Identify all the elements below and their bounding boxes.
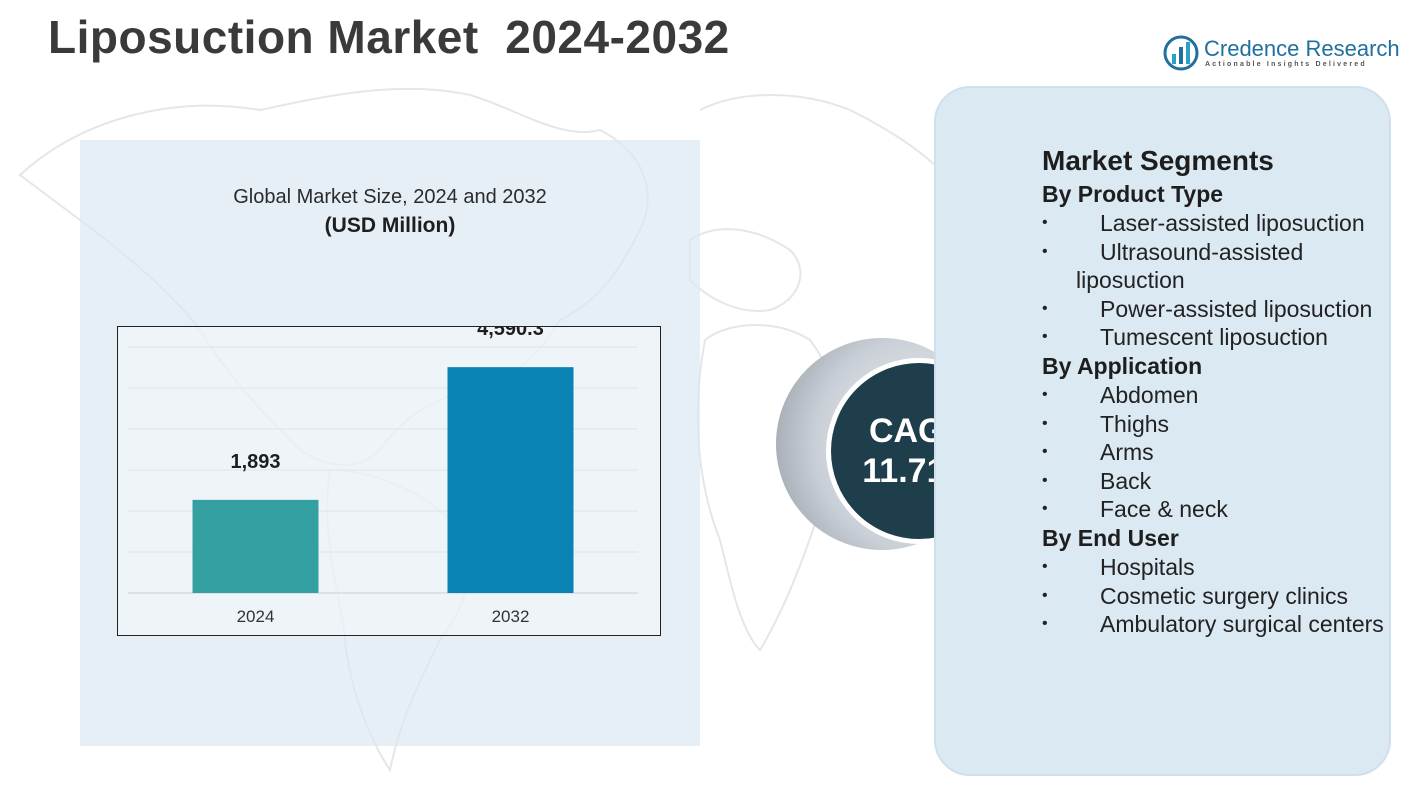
bullet-icon: • <box>1042 214 1048 231</box>
segment-item-label: Ambulatory surgical centers <box>1100 611 1384 638</box>
segment-item-label: Back <box>1100 467 1152 494</box>
logo-name: Credence Research <box>1204 36 1400 61</box>
segment-item: • Arms <box>1042 438 1412 467</box>
segment-item-label: Arms <box>1100 439 1154 466</box>
bullet-icon: • <box>1042 500 1048 518</box>
bullet-icon: • <box>1042 615 1048 633</box>
segment-group-title: By End User <box>1042 524 1179 551</box>
chart-title: Global Market Size, 2024 and 2032 <box>233 186 547 208</box>
bullet-icon: • <box>1042 443 1048 461</box>
segment-item: • Back <box>1042 467 1412 496</box>
bar-2024 <box>192 499 319 593</box>
credence-research-logo: Credence Research Actionable Insights De… <box>1162 34 1402 74</box>
chart-panel <box>80 140 700 746</box>
segment-list: • Abdomen • Thighs • Arms • Back • Face & nec… <box>1042 381 1412 524</box>
chart-subtitle: (USD Million) <box>324 214 456 237</box>
bullet-icon: • <box>1042 414 1048 432</box>
segment-item: • Cosmetic surgery clinics <box>1042 582 1412 611</box>
segment-item: • Face & neck <box>1042 495 1412 524</box>
market-segments: Market Segments By Product Type • Laser-a… <box>1042 144 1412 639</box>
segment-item-label: Ultrasound-assisted liposuction <box>1076 238 1304 294</box>
data-label-2032: 4,590.3 <box>477 327 544 340</box>
segment-item: • Laser-assisted liposuction <box>1042 209 1412 238</box>
bar-2032 <box>447 367 574 593</box>
segment-item: • Ambulatory surgical centers <box>1042 610 1412 639</box>
segment-item: • Power-assisted liposuction <box>1042 295 1412 324</box>
segment-group-title: By Product Type <box>1042 181 1224 207</box>
page-title: Liposuction Market 2024-2032 <box>48 11 730 63</box>
bullet-icon: • <box>1042 586 1048 604</box>
segment-item-label: Thighs <box>1100 410 1170 437</box>
bullet-icon: • <box>1042 471 1048 489</box>
segment-item: • Ultrasound-assisted liposuction <box>1042 238 1412 295</box>
bullet-icon: • <box>1042 299 1048 317</box>
segment-item-label: Laser-assisted liposuction <box>1100 210 1365 236</box>
segment-item: • Thighs <box>1042 410 1412 439</box>
data-label-2024: 1,893 <box>230 451 280 473</box>
segment-list: • Laser-assisted liposuction • Ultrasound-… <box>1042 209 1412 352</box>
bullet-icon: • <box>1042 242 1048 260</box>
bar-chart: 1,893 2024 4,590.3 2032 <box>117 326 661 636</box>
segment-item-label: Tumescent liposuction <box>1100 324 1328 351</box>
bullet-icon: • <box>1042 385 1048 403</box>
logo-icon <box>1163 35 1199 71</box>
segment-list: • Hospitals • Cosmetic surgery clinics • Am… <box>1042 553 1412 639</box>
segment-item: • Abdomen <box>1042 381 1412 410</box>
segment-item-label: Power-assisted liposuction <box>1100 295 1373 322</box>
bullet-icon: • <box>1042 557 1048 575</box>
segment-item-label: Cosmetic surgery clinics <box>1100 582 1348 609</box>
segment-item-label: Face & neck <box>1100 496 1228 523</box>
segment-item-label: Hospitals <box>1100 553 1195 580</box>
logo-tagline: Actionable Insights Delivered <box>1205 61 1367 68</box>
x-tick-label-2032: 2032 <box>492 607 530 626</box>
bar-chart-svg: 1,893 2024 4,590.3 2032 <box>128 327 638 626</box>
segment-item: • Hospitals <box>1042 553 1412 582</box>
segment-group-title: By Application <box>1042 352 1203 379</box>
segments-panel <box>934 86 1391 776</box>
segments-heading: Market Segments <box>1042 145 1274 176</box>
segment-item-label: Abdomen <box>1100 381 1199 408</box>
bullet-icon: • <box>1042 328 1048 346</box>
segment-item: • Tumescent liposuction <box>1042 323 1412 352</box>
x-tick-label-2024: 2024 <box>237 607 275 626</box>
